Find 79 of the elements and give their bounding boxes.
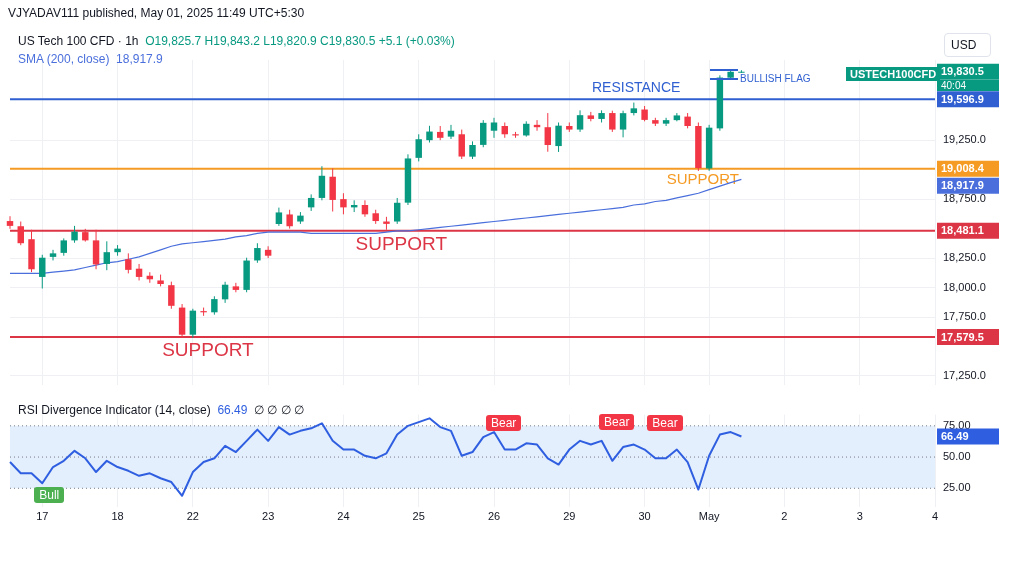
x-tick-label: 30 (638, 509, 651, 522)
x-tick-label: 24 (337, 509, 350, 522)
x-tick-label: 23 (262, 509, 275, 522)
x-tick-label: 2 (781, 509, 788, 522)
candlestick (361, 199, 369, 218)
candlestick (103, 240, 111, 271)
candlestick (168, 281, 175, 310)
annotation: USTECH100CFD (846, 67, 941, 81)
text: 18,917.9 (941, 179, 984, 192)
y-tick-label: 17,250.0 (943, 369, 986, 381)
chart-title: RSI Divergence Indicator (14, close) (18, 403, 212, 417)
ref-line-label: SUPPORT (355, 232, 448, 254)
annotation: 18,917.9 (116, 52, 163, 66)
x-tick-label: 18 (111, 509, 124, 522)
candlestick (275, 207, 283, 227)
annotation: Bull (34, 486, 65, 503)
candlestick (125, 252, 132, 274)
ref-line-label: SUPPORT (162, 338, 255, 360)
text: SMA (200, close) (18, 52, 111, 66)
candlestick (254, 242, 261, 264)
x-tick-label: 22 (186, 509, 199, 522)
y-tick-label: 18,750.0 (943, 192, 986, 205)
y-tick-label: 18,000.0 (943, 280, 986, 293)
candlestick (17, 221, 24, 246)
y-tick-label: 18,250.0 (943, 251, 986, 264)
candlestick (555, 121, 562, 153)
candlestick (415, 133, 422, 162)
candlestick (447, 124, 455, 140)
candlestick (619, 110, 627, 138)
text: VJYADAV111 published, May 01, 2025 11:49 UTC+5:30 (8, 6, 305, 20)
candlestick (458, 129, 465, 160)
x-tick-label: 25 (412, 509, 425, 522)
x-tick-label: 17 (36, 509, 49, 522)
candlestick (490, 117, 498, 139)
candlestick (135, 263, 143, 281)
candlestick (264, 245, 272, 259)
ref-line-label: SUPPORT (666, 170, 739, 188)
candlestick (480, 119, 487, 148)
y-tick-label: 19,250.0 (943, 133, 986, 146)
text: 17,579.5 (941, 330, 984, 343)
text: USD (944, 33, 992, 57)
candlestick (39, 254, 46, 289)
candlestick (662, 117, 670, 127)
annotation: BULLISH FLAG (740, 73, 811, 84)
candlestick (544, 112, 552, 153)
text: 19,008.4 (941, 162, 985, 175)
x-tick-label: 29 (563, 509, 576, 522)
candlestick (49, 249, 57, 261)
candlestick (211, 295, 218, 316)
candlestick (318, 165, 326, 201)
ref-line-label: RESISTANCE (592, 79, 681, 96)
annotation: 66.49 (217, 403, 249, 417)
y-tick-label: 50.00 (943, 450, 971, 463)
candlestick (286, 209, 293, 230)
y-tick-label: 17,750.0 (943, 310, 986, 323)
candlestick (393, 197, 401, 225)
chart-title: US Tech 100 CFD · 1h (18, 34, 139, 48)
annotation: Bear (486, 415, 522, 432)
annotation: Bear (647, 415, 683, 432)
text: 18,481.1 (941, 224, 984, 237)
x-tick-label: May (698, 509, 721, 522)
text: 40:04 (937, 80, 999, 91)
y-tick-label: 75.00 (943, 418, 971, 431)
text: 66.49 (941, 430, 969, 442)
text: O19,825.7 H19,843.2 L19,820.9 C19,830.5 +5.1 (+0.03%) (144, 34, 455, 48)
candlestick (329, 167, 336, 212)
candlestick (340, 192, 347, 215)
candlestick (576, 109, 584, 133)
x-tick-label: 26 (487, 509, 501, 522)
annotation: Bear (599, 414, 635, 431)
annotation: ∅ ∅ ∅ ∅ (254, 403, 305, 417)
candlestick (609, 110, 616, 133)
text: 19,830.5 (941, 65, 984, 78)
x-tick-label: 4 (931, 509, 939, 522)
candlestick (6, 215, 14, 230)
x-tick-label: 3 (856, 509, 863, 522)
y-tick-label: 25.00 (943, 481, 971, 494)
candlestick (232, 282, 240, 293)
text: 19,596.9 (941, 92, 984, 105)
